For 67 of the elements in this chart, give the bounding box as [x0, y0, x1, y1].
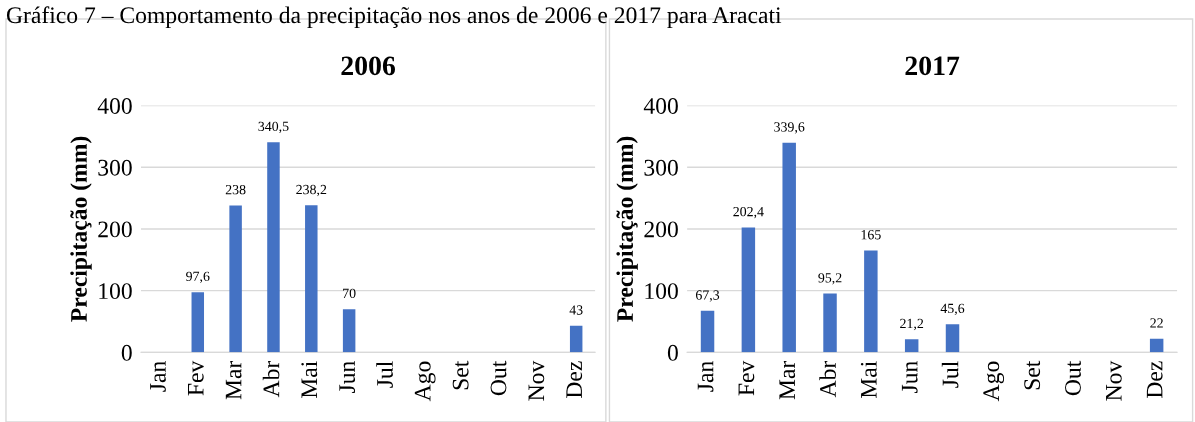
- x-tick-label: Nov: [1106, 360, 1122, 401]
- y-axis-title: Precipitação (mm): [616, 136, 638, 322]
- x-tick-label: Jul: [376, 361, 393, 388]
- bar: [945, 324, 960, 353]
- bar: [741, 227, 756, 353]
- bar: [864, 250, 878, 353]
- x-tick-label: Jan: [150, 361, 166, 392]
- bar: [191, 292, 205, 353]
- bar: [700, 310, 715, 353]
- data-label: 67,3: [695, 290, 720, 302]
- x-tick-label: Dez: [1146, 361, 1163, 399]
- x-tick-label: Nov: [528, 360, 545, 401]
- y-tick-label: 300: [98, 159, 132, 176]
- x-tick-label: Abr: [262, 360, 280, 398]
- y-tick-label: 0: [667, 344, 678, 361]
- chart-title: 2017: [905, 56, 960, 76]
- x-tick-label: Ago: [414, 361, 436, 402]
- y-tick-label: 400: [97, 97, 132, 114]
- data-label: 238,2: [296, 184, 327, 197]
- x-tick-label: Fev: [187, 360, 204, 396]
- data-label: 43: [569, 305, 583, 315]
- bar: [569, 325, 583, 353]
- x-tick-label: Mai: [860, 361, 877, 399]
- bar: [782, 142, 796, 353]
- data-label: 340,5: [258, 121, 289, 134]
- x-tick-label: Fev: [738, 360, 755, 396]
- x-tick-label: Dez: [566, 361, 583, 399]
- x-tick-label: Out: [490, 360, 507, 396]
- bar: [342, 309, 356, 353]
- chart-title: 2006: [341, 56, 396, 76]
- x-tick-label: Set: [452, 360, 469, 390]
- data-label: 339,6: [774, 122, 805, 134]
- y-tick-label: 100: [645, 283, 678, 300]
- data-label: 238: [225, 184, 246, 195]
- data-label: 21,2: [900, 318, 924, 331]
- y-tick-label: 400: [643, 97, 678, 114]
- y-tick-label: 0: [121, 344, 132, 361]
- x-tick-label: Out: [1065, 360, 1081, 396]
- data-label: 165: [861, 230, 881, 240]
- y-tick-label: 100: [99, 283, 132, 300]
- x-tick-label: Mar: [779, 360, 796, 400]
- bar: [1149, 338, 1164, 353]
- data-label: 22: [1150, 318, 1163, 328]
- bar: [823, 293, 837, 353]
- x-tick-label: Set: [1024, 360, 1041, 390]
- data-label: 70: [343, 288, 356, 299]
- x-tick-label: Abr: [819, 360, 836, 398]
- bar: [229, 205, 242, 353]
- x-tick-label: Jan: [697, 361, 714, 392]
- x-tick-label: Jun: [901, 361, 918, 394]
- y-tick-label: 200: [98, 221, 132, 238]
- text: Gráfico 7 – Comportamento da precipitação nos anos de 2006 e 2017 para Aracati: [6, 6, 782, 28]
- bar: [305, 205, 318, 353]
- bar: [904, 339, 919, 353]
- data-label: 97,6: [186, 271, 210, 283]
- x-tick-label: Jul: [941, 361, 959, 388]
- y-axis-title: Precipitação (mm): [70, 136, 92, 322]
- y-tick-label: 300: [644, 159, 678, 176]
- x-tick-label: Mar: [225, 360, 242, 400]
- x-tick-label: Mai: [301, 361, 318, 399]
- data-label: 202,4: [733, 206, 764, 219]
- data-label: 45,6: [940, 303, 965, 316]
- x-tick-label: Jun: [339, 361, 356, 394]
- y-tick-label: 200: [644, 221, 678, 238]
- x-tick-label: Ago: [983, 361, 1005, 402]
- bar: [267, 142, 280, 353]
- data-label: 95,2: [818, 273, 842, 285]
